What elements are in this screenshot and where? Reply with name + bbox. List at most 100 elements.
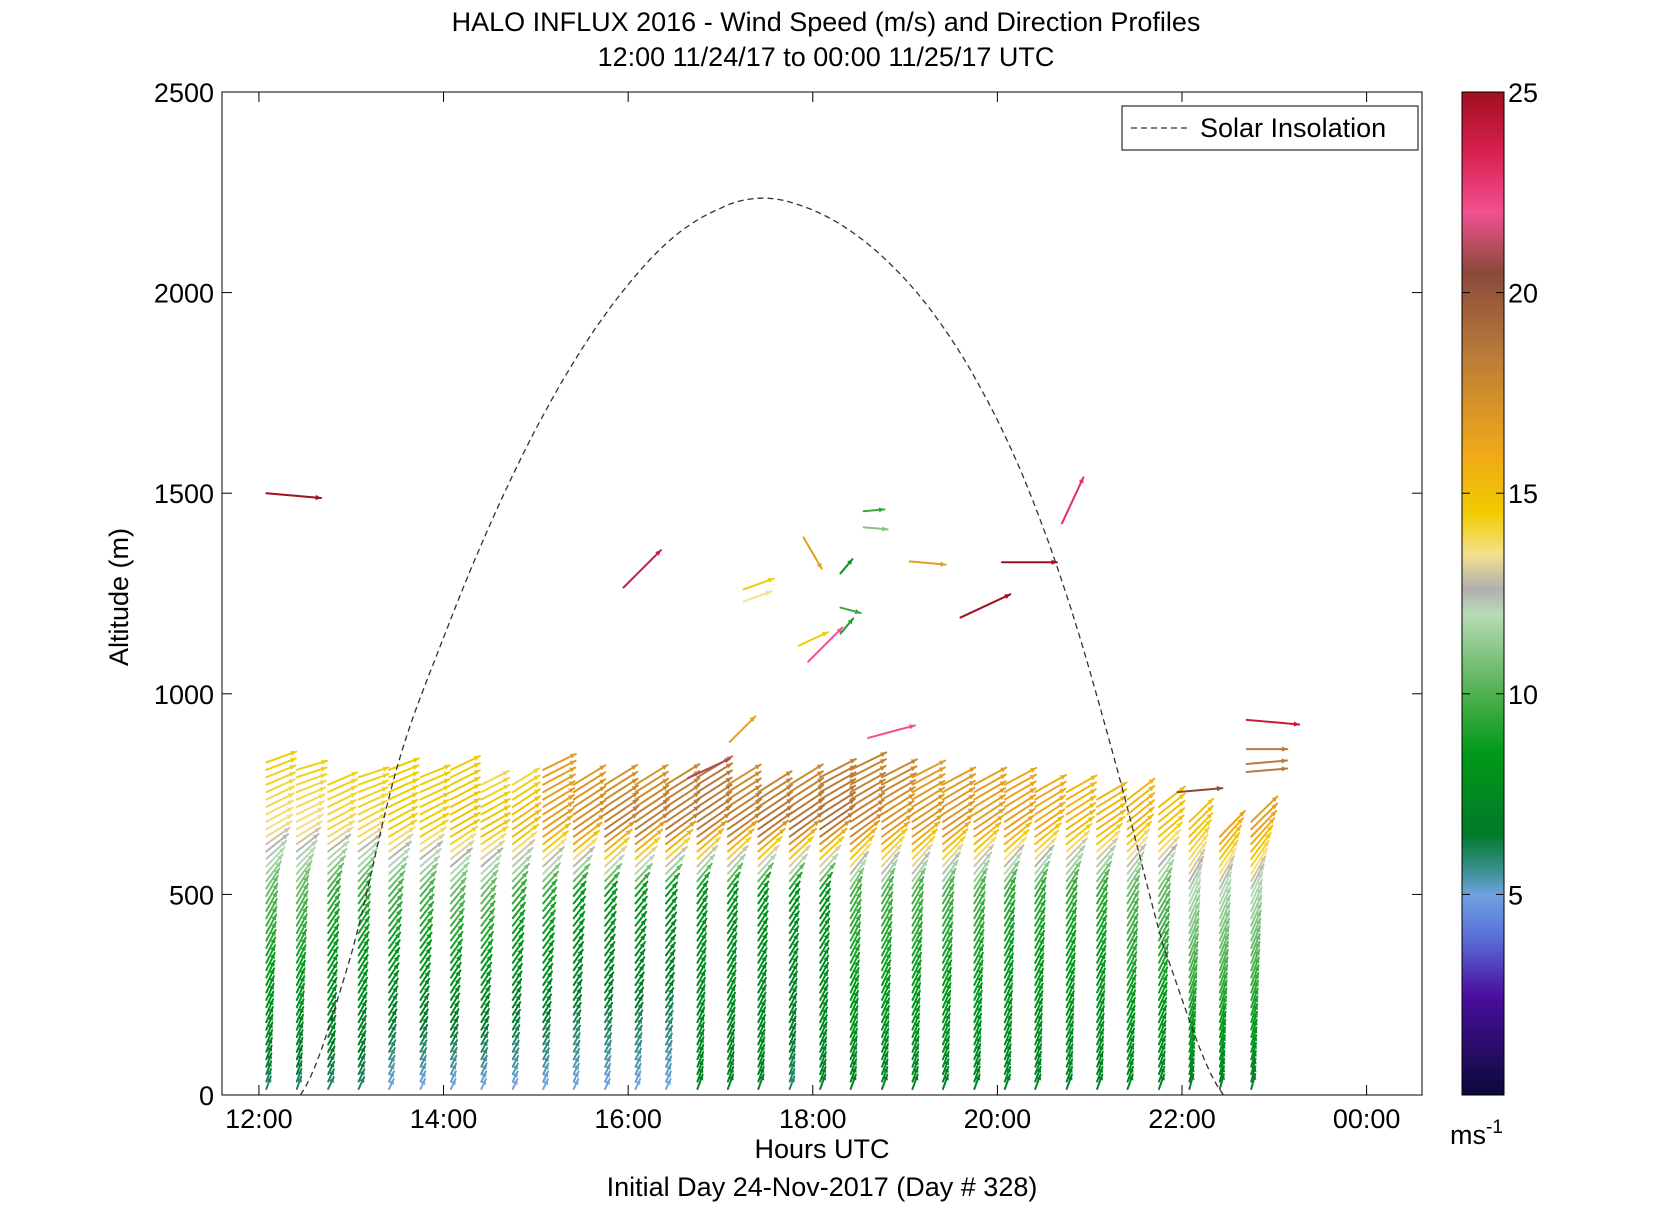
wind-vector [911,773,946,794]
wind-vector [295,1013,305,1031]
wind-vector [327,840,350,860]
wind-vector [757,1051,766,1068]
wind-vector [881,814,913,838]
wind-vector [265,890,279,912]
wind-vector [1126,851,1145,875]
wind-vector [757,1013,766,1031]
wind-vector [1096,860,1112,883]
wind-vector [604,963,615,979]
wind-vector [388,969,400,987]
wind-vector [265,799,295,816]
wind-vector [1003,1058,1012,1076]
wind-vector [1250,855,1267,883]
wind-vector [849,859,867,883]
wind-vector [265,975,275,994]
wind-vector [1034,967,1045,987]
wind-vector [419,862,439,883]
wind-vector [480,832,507,853]
wind-vector [357,931,370,949]
wind-vector [604,863,623,883]
wind-vector [634,986,645,1001]
wind-vector [757,1021,766,1039]
wind-vector [542,894,557,912]
wind-vector [757,1043,766,1061]
wind-vector [634,845,658,868]
wind-vector [819,791,856,816]
wind-vector [419,1031,428,1046]
wind-vector [1157,997,1168,1016]
wind-vector [941,773,977,794]
wind-vector [480,1062,488,1076]
wind-vector [572,799,607,823]
wind-vector [388,1031,397,1046]
wind-vector [511,993,522,1009]
wind-vector [1034,773,1067,794]
wind-vector [696,820,728,846]
wind-vector [542,955,554,972]
wind-vector [1157,1058,1166,1076]
wind-vector [696,1066,704,1083]
wind-vector [911,835,936,860]
wind-vector [726,962,737,979]
wind-vector [572,971,583,987]
isolated-wind-vector [839,617,855,635]
wind-vector [1157,966,1169,987]
wind-vector [265,1036,273,1053]
wind-vector [911,1035,920,1053]
wind-vector [1218,817,1244,846]
wind-vector [480,797,511,816]
wind-vector [1218,886,1232,912]
wind-vector [480,769,510,786]
wind-vector [1096,1058,1104,1076]
wind-vector [388,784,419,801]
wind-vector [1034,780,1067,801]
wind-vector [295,913,308,935]
wind-vector [1157,974,1168,994]
wind-vector [1034,822,1062,846]
wind-vector [696,947,707,964]
wind-vector [327,953,339,972]
wind-vector [819,880,832,898]
wind-vector [480,825,509,846]
wind-vector [881,951,892,972]
wind-vector [788,955,799,972]
wind-vector [881,1035,890,1053]
y-tick-label: 2500 [154,78,214,108]
wind-vector [295,890,309,912]
wind-vector [542,822,572,846]
wind-vector [419,931,433,949]
wind-vector [849,867,865,890]
wind-vector [757,969,768,987]
wind-vector [1003,884,1016,905]
isolated-wind-vector [797,631,829,647]
wind-vector [1096,937,1107,957]
wind-vector [634,888,649,905]
wind-vector [449,811,481,831]
wind-vector [357,1045,366,1061]
wind-vector [542,924,556,942]
wind-vector [881,859,898,883]
wind-vector [572,813,606,838]
wind-vector [849,751,888,771]
wind-vector [1034,959,1045,979]
wind-vector [881,758,918,779]
wind-vector [357,862,375,883]
isolated-wind-vector [862,526,889,532]
wind-vector [696,1028,705,1046]
isolated-wind-vector [687,757,732,780]
wind-vector [295,905,308,927]
wind-vector [449,862,470,883]
wind-vector [388,826,416,846]
wind-vector [327,999,337,1016]
wind-vector [265,959,276,979]
wind-vector [757,917,769,935]
wind-vector [572,778,607,801]
wind-vector [542,932,555,949]
wind-vector [696,1073,704,1090]
wind-vector [665,911,678,927]
wind-vector [849,883,863,905]
wind-vector [542,909,556,927]
wind-vector [604,777,639,801]
wind-vector [419,893,435,912]
wind-vector [388,954,400,972]
